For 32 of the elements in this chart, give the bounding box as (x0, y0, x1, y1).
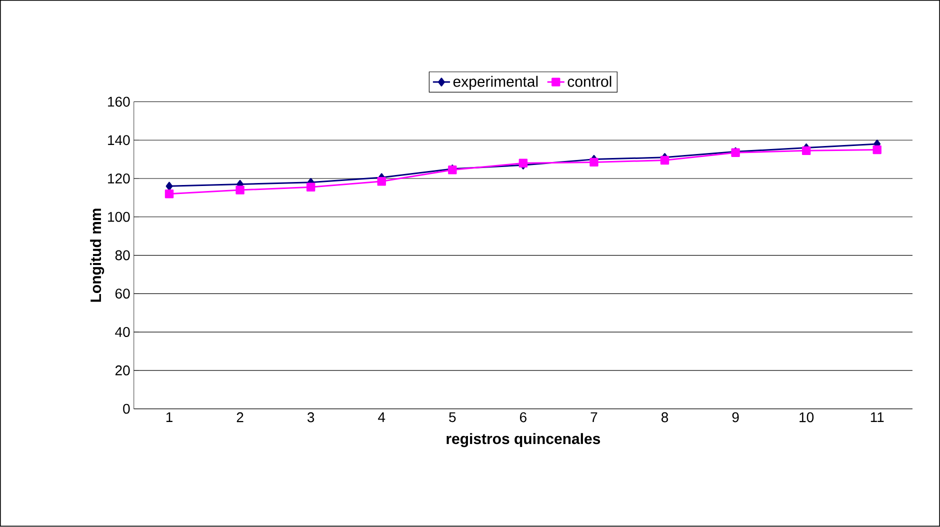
x-tick-label: 1 (166, 412, 172, 422)
point (590, 158, 598, 167)
x-tick-label: 9 (732, 412, 739, 422)
point (164, 190, 174, 198)
legend-label: experimental (453, 76, 538, 90)
point (802, 146, 811, 156)
x-tick-label: 11 (870, 412, 884, 422)
y-tick-label: 160 (108, 96, 130, 107)
y-tick-label: 0 (123, 404, 130, 414)
y-tick-label: 80 (115, 250, 130, 260)
x-tick-label: 6 (520, 412, 526, 422)
y-tick-label: 100 (108, 212, 130, 222)
y-axis-title: Longitud mm (90, 208, 104, 302)
x-tick-label: 7 (590, 412, 598, 422)
y-tick-label: 120 (108, 174, 130, 184)
point (660, 156, 670, 165)
x-axis-title: registros quincenales (446, 433, 600, 448)
point (306, 182, 316, 192)
point (236, 186, 244, 195)
x-tick-label: 5 (449, 412, 456, 422)
x-tick-label: 2 (236, 412, 244, 422)
y-tick-label: 20 (115, 366, 130, 376)
x-tick-label: 8 (661, 412, 668, 422)
legend-label: control (568, 76, 612, 88)
x-tick-label: 10 (800, 412, 814, 422)
y-tick-label: 40 (115, 327, 130, 338)
point (872, 146, 882, 154)
y-tick-label: 140 (108, 135, 130, 146)
x-tick-label: 3 (307, 412, 314, 422)
point (377, 177, 386, 186)
x-tick-label: 4 (378, 412, 386, 422)
y-tick-label: 60 (115, 288, 130, 299)
